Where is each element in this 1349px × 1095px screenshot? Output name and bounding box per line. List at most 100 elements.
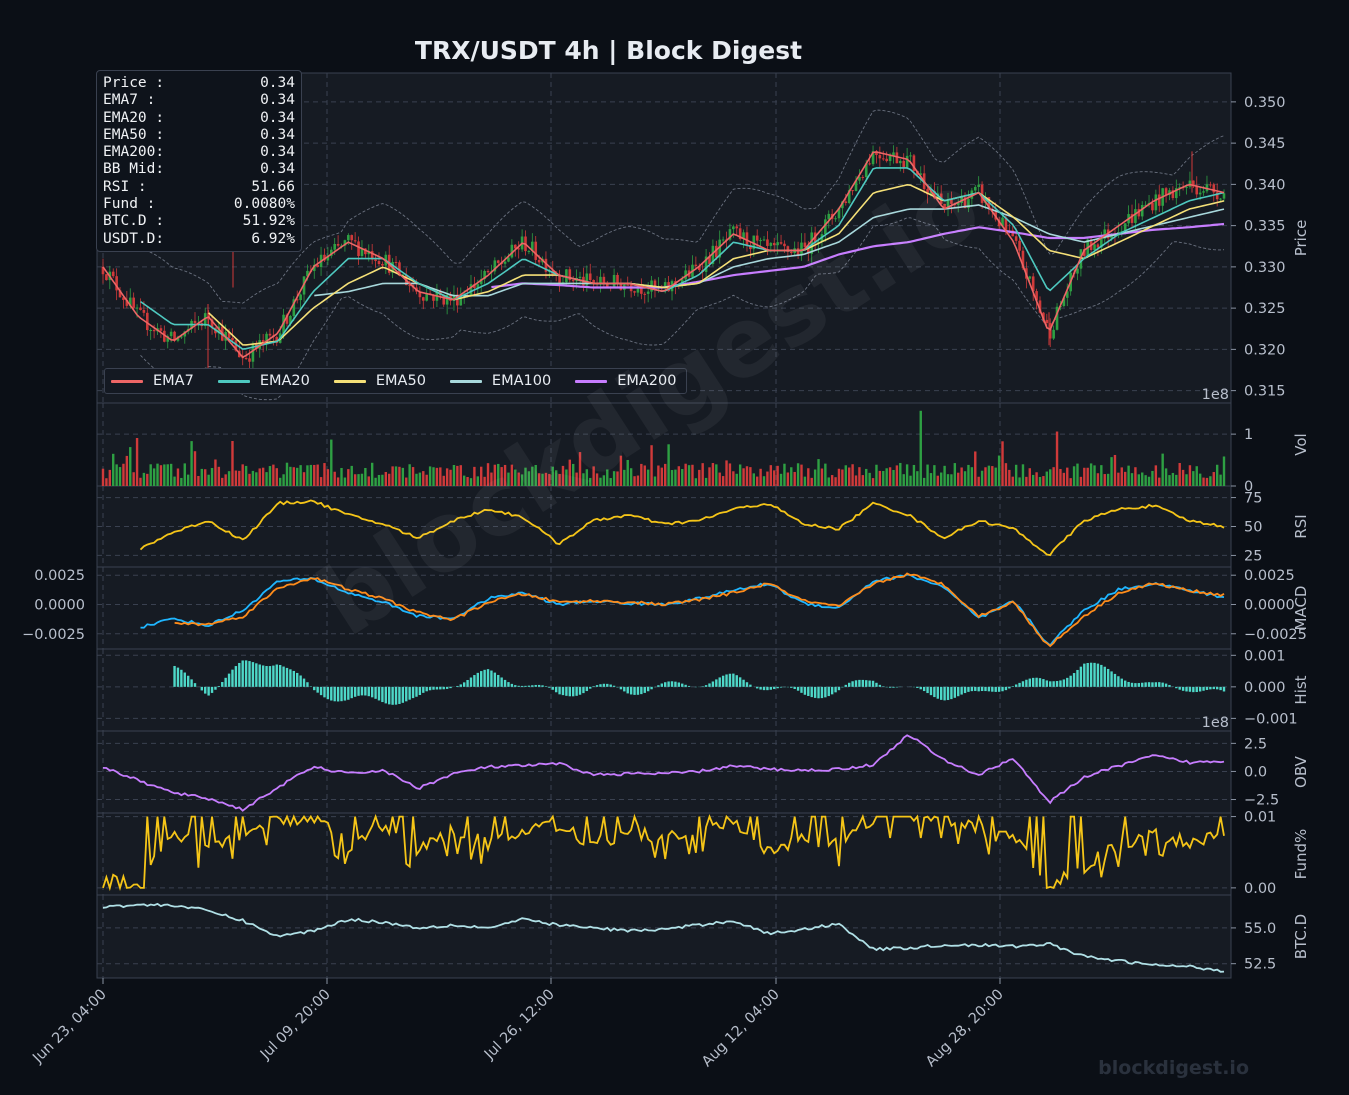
histogram-bar bbox=[1103, 666, 1106, 687]
candle-body bbox=[759, 240, 762, 242]
y-tick-label: 0.0 bbox=[1244, 764, 1267, 780]
histogram-bar bbox=[660, 683, 663, 687]
volume-bar bbox=[214, 459, 217, 486]
volume-bar bbox=[1130, 473, 1134, 486]
candle-body bbox=[807, 246, 810, 254]
volume-bar bbox=[1103, 474, 1106, 486]
candle-body bbox=[1062, 297, 1066, 306]
histogram-bar bbox=[1164, 683, 1168, 687]
candle-body bbox=[967, 198, 970, 209]
volume-bar bbox=[377, 474, 381, 486]
info-value: 51.66 bbox=[251, 178, 295, 195]
volume-bar bbox=[163, 464, 166, 486]
histogram-bar bbox=[1185, 686, 1188, 692]
legend-swatch bbox=[111, 379, 143, 383]
info-row-ema20: EMA20 : 0.34 bbox=[103, 110, 295, 127]
candle-body bbox=[1212, 184, 1216, 193]
volume-bar bbox=[221, 477, 224, 486]
volume-bar bbox=[602, 475, 606, 486]
volume-bar bbox=[350, 465, 353, 486]
candle-body bbox=[295, 299, 299, 301]
legend-swatch bbox=[449, 379, 482, 383]
histogram-bar bbox=[657, 685, 660, 687]
histogram-bar bbox=[1175, 686, 1178, 689]
volume-bar bbox=[275, 468, 278, 486]
histogram-bar bbox=[667, 681, 670, 687]
candle-body bbox=[973, 187, 977, 191]
volume-bar bbox=[435, 467, 439, 486]
histogram-bar bbox=[313, 686, 316, 691]
volume-bar bbox=[660, 467, 663, 486]
histogram-bar bbox=[353, 686, 357, 697]
volume-bar bbox=[289, 466, 292, 486]
volume-bar bbox=[861, 475, 865, 486]
volume-bar bbox=[1014, 464, 1018, 486]
volume-bar bbox=[186, 474, 190, 486]
histogram-bar bbox=[340, 686, 343, 702]
info-row-rsi: RSI : 51.66 bbox=[103, 179, 295, 196]
candle-body bbox=[858, 177, 861, 181]
volume-bar bbox=[796, 463, 800, 486]
info-value: 0.34 bbox=[260, 109, 295, 126]
volume-bar bbox=[892, 469, 895, 486]
line-fund bbox=[102, 813, 1225, 892]
volume-bar bbox=[732, 471, 735, 486]
candle-body bbox=[149, 329, 153, 331]
candle-body bbox=[824, 219, 827, 235]
histogram-bar bbox=[428, 686, 432, 691]
histogram-bar bbox=[619, 686, 623, 690]
histogram-bar bbox=[251, 662, 255, 687]
volume-bar bbox=[905, 464, 909, 486]
candle-body bbox=[885, 158, 888, 162]
candle-body bbox=[558, 275, 561, 285]
histogram-bar bbox=[834, 686, 837, 693]
y-tick-label: 2.5 bbox=[1244, 736, 1267, 752]
volume-bar bbox=[810, 477, 813, 486]
candle-body bbox=[653, 280, 657, 288]
histogram-bar bbox=[582, 686, 585, 694]
candle-body bbox=[473, 284, 476, 289]
volume-bar bbox=[1083, 467, 1086, 486]
volume-bar bbox=[462, 475, 466, 486]
y-tick-label: 0.345 bbox=[1244, 136, 1286, 152]
histogram-bar bbox=[227, 673, 231, 687]
histogram-bar bbox=[592, 686, 595, 687]
candle-body bbox=[1014, 236, 1018, 241]
histogram-bar bbox=[1113, 673, 1117, 687]
candle-body bbox=[166, 336, 170, 342]
volume-bar bbox=[514, 469, 517, 486]
histogram-bar bbox=[193, 683, 197, 687]
histogram-bar bbox=[527, 685, 531, 687]
histogram-bar bbox=[1038, 678, 1042, 687]
volume-bar bbox=[681, 469, 684, 486]
candle-body bbox=[745, 232, 749, 245]
histogram-bar bbox=[595, 685, 599, 687]
volume-bar bbox=[1117, 472, 1120, 486]
histogram-bar bbox=[456, 685, 459, 687]
candle-body bbox=[173, 331, 176, 341]
volume-bar bbox=[619, 455, 623, 486]
histogram-bar bbox=[554, 686, 558, 693]
volume-bar bbox=[926, 464, 929, 486]
y-tick-label-left: 0.0000 bbox=[34, 597, 85, 613]
volume-bar bbox=[207, 474, 210, 486]
histogram-bar bbox=[987, 686, 991, 692]
candle-body bbox=[892, 152, 895, 156]
histogram-bar bbox=[217, 686, 221, 687]
histogram-bar bbox=[422, 686, 425, 693]
histogram-bar bbox=[548, 686, 551, 688]
histogram-bar bbox=[248, 661, 251, 687]
legend-swatch bbox=[217, 379, 250, 383]
candle-body bbox=[323, 254, 326, 261]
volume-bar bbox=[817, 459, 820, 486]
histogram-bar bbox=[388, 686, 391, 705]
histogram-bar bbox=[180, 669, 183, 687]
histogram-bar bbox=[497, 674, 500, 687]
volume-bar bbox=[803, 476, 807, 486]
volume-bar bbox=[394, 466, 398, 486]
candle-body bbox=[343, 240, 347, 246]
candle-body bbox=[643, 293, 647, 295]
candle-body bbox=[210, 319, 214, 328]
histogram-bar bbox=[609, 684, 612, 687]
candle-body bbox=[861, 177, 865, 179]
